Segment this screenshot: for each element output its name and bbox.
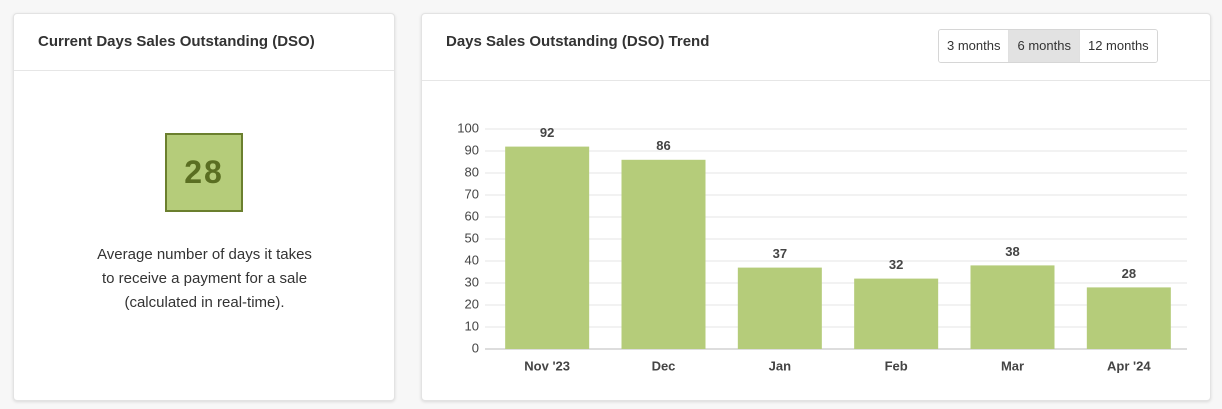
chart-title: Days Sales Outstanding (DSO) Trend: [446, 33, 710, 50]
value-label: 92: [540, 125, 554, 140]
x-tick-label: Feb: [885, 358, 908, 373]
bar: [737, 267, 822, 349]
bar: [854, 278, 939, 349]
bar: [1086, 287, 1171, 349]
value-label: 28: [1122, 266, 1136, 281]
range-button[interactable]: 12 months: [1078, 30, 1157, 62]
y-tick-label: 30: [465, 274, 479, 289]
card-title: Current Days Sales Outstanding (DSO): [38, 33, 315, 50]
bar: [970, 265, 1055, 349]
y-tick-label: 40: [465, 252, 479, 267]
y-tick-label: 80: [465, 164, 479, 179]
y-tick-label: 0: [472, 340, 479, 355]
x-tick-label: Nov '23: [524, 358, 570, 373]
kpi-value: 28: [165, 133, 243, 212]
y-tick-label: 50: [465, 230, 479, 245]
range-button[interactable]: 6 months: [1008, 30, 1079, 62]
value-label: 37: [773, 246, 787, 261]
divider: [422, 80, 1210, 81]
divider: [14, 70, 394, 71]
bar: [505, 146, 590, 349]
y-tick-label: 10: [465, 318, 479, 333]
kpi-description: Average number of days it takes to recei…: [97, 246, 312, 311]
y-tick-label: 20: [465, 296, 479, 311]
y-tick-label: 60: [465, 208, 479, 223]
x-tick-label: Mar: [1001, 358, 1024, 373]
x-tick-label: Apr '24: [1107, 358, 1151, 373]
value-label: 32: [889, 257, 903, 272]
range-button[interactable]: 3 months: [939, 30, 1009, 62]
range-buttons: 3 months 6 months 12 months: [938, 29, 1158, 63]
y-tick-label: 100: [457, 120, 479, 135]
bar: [621, 159, 706, 349]
x-tick-label: Dec: [652, 358, 676, 373]
value-label: 86: [656, 138, 670, 153]
value-label: 38: [1005, 244, 1019, 259]
y-tick-label: 70: [465, 186, 479, 201]
kpi-card: Current Days Sales Outstanding (DSO) 28 …: [13, 13, 395, 401]
x-tick-label: Jan: [769, 358, 791, 373]
y-tick-label: 90: [465, 142, 479, 157]
